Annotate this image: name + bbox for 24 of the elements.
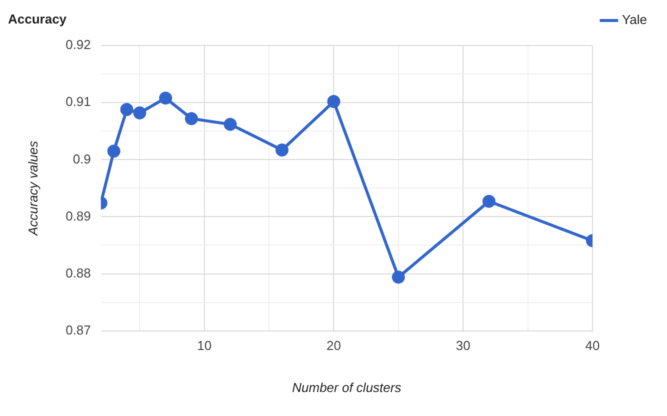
x-tick-label: 10 <box>197 338 212 354</box>
point <box>392 270 405 284</box>
point <box>224 118 237 131</box>
y-tick-label: 0.9 <box>72 151 91 166</box>
point <box>184 112 198 126</box>
x-axis-title: Number of clusters <box>292 380 402 395</box>
y-tick-label: 0.88 <box>66 265 91 280</box>
y-tick-label: 0.87 <box>66 322 91 338</box>
point <box>159 92 172 105</box>
chart-title: Accuracy <box>8 11 68 26</box>
point <box>275 143 288 156</box>
point <box>327 95 340 108</box>
point <box>482 194 496 208</box>
point <box>107 144 120 158</box>
point <box>120 102 134 116</box>
x-tick-label: 20 <box>326 338 341 354</box>
legend-label: Yale <box>622 12 648 28</box>
y-tick-label: 0.89 <box>66 208 91 224</box>
x-tick-label: 30 <box>456 338 470 354</box>
y-tick-label: 0.92 <box>66 37 91 52</box>
y-tick-label: 0.91 <box>66 94 91 110</box>
x-tick-label: 40 <box>585 338 600 354</box>
y-axis-title: Accuracy values <box>25 140 40 237</box>
point <box>133 106 146 120</box>
